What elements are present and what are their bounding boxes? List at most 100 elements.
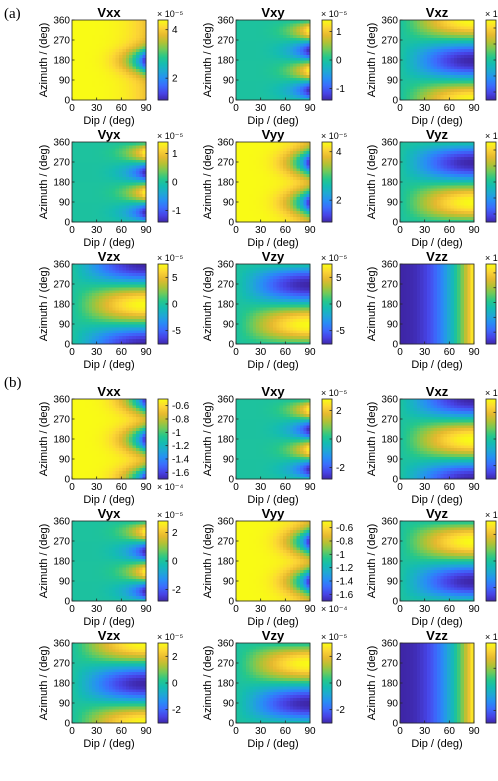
heatmap-cell xyxy=(109,147,113,152)
heatmap-cell xyxy=(102,25,107,30)
heatmap-cell xyxy=(293,159,298,163)
heatmap-cell xyxy=(457,190,462,195)
heatmap-cell xyxy=(410,144,415,149)
heatmap-cell xyxy=(95,315,100,319)
heatmap-cell xyxy=(242,82,247,87)
heatmap-cell xyxy=(95,150,100,155)
heatmap-cell xyxy=(92,204,97,209)
y-tick-label: 270 xyxy=(217,36,234,47)
heatmap-cell xyxy=(132,278,137,282)
heatmap-cell xyxy=(95,318,100,322)
heatmap-cell xyxy=(453,88,458,93)
heatmap-cell xyxy=(433,94,438,98)
heatmap-cell xyxy=(426,216,431,220)
heatmap-cell xyxy=(416,71,421,75)
heatmap-cell xyxy=(403,170,408,175)
heatmap-cell xyxy=(453,219,458,223)
heatmap-cell xyxy=(92,80,97,84)
heatmap-cell xyxy=(142,147,147,152)
heatmap-cell xyxy=(129,68,134,73)
colorbar-segment xyxy=(322,84,332,87)
heatmap-cell xyxy=(129,45,134,50)
heatmap-cell xyxy=(276,34,281,38)
heatmap-cell xyxy=(426,25,431,30)
heatmap-cell xyxy=(85,306,90,311)
heatmap-cell xyxy=(246,68,251,73)
heatmap-cell xyxy=(75,219,80,223)
heatmap-cell xyxy=(283,216,288,220)
heatmap-cell xyxy=(410,187,415,192)
heatmap-cell xyxy=(269,164,274,169)
heatmap-cell xyxy=(262,216,267,220)
heatmap-cell xyxy=(82,286,87,291)
heatmap-cell xyxy=(437,164,441,169)
heatmap-cell xyxy=(85,159,90,163)
heatmap-cell xyxy=(246,341,251,345)
heatmap-cell xyxy=(109,37,113,41)
colorbar-segment xyxy=(322,22,332,25)
heatmap-cell xyxy=(289,65,294,70)
heatmap-cell xyxy=(239,156,244,160)
heatmap-cell xyxy=(256,62,261,67)
heatmap-cell xyxy=(115,329,120,334)
heatmap-cell xyxy=(453,202,458,206)
heatmap-cell xyxy=(463,37,468,41)
heatmap-cell xyxy=(142,202,147,206)
heatmap-cell xyxy=(72,301,76,305)
heatmap-cell xyxy=(453,91,458,95)
heatmap-cell xyxy=(75,173,80,177)
colorbar-segment xyxy=(158,34,168,37)
heatmap-cell xyxy=(82,54,87,58)
heatmap-cell xyxy=(416,88,421,93)
heatmap-cell xyxy=(132,266,137,271)
heatmap-cell xyxy=(88,170,93,175)
heatmap-cell xyxy=(102,284,107,288)
heatmap-cell xyxy=(410,204,415,209)
heatmap-cell xyxy=(410,184,415,189)
heatmap-cell xyxy=(78,51,83,55)
heatmap-cell xyxy=(413,37,418,41)
heatmap-cell xyxy=(249,88,254,93)
heatmap-cell xyxy=(78,74,83,78)
heatmap-cell xyxy=(457,22,462,27)
heatmap-cell xyxy=(430,54,435,58)
heatmap-cell xyxy=(75,332,80,337)
heatmap-cell xyxy=(82,25,87,30)
heatmap-cell xyxy=(437,22,441,27)
heatmap-cell xyxy=(400,94,404,98)
heatmap-cell xyxy=(249,57,254,61)
heatmap-cell xyxy=(269,48,274,53)
heatmap-cell xyxy=(125,85,130,90)
heatmap-cell xyxy=(293,216,298,220)
heatmap-cell xyxy=(416,173,421,177)
heatmap-cell xyxy=(78,182,83,186)
heatmap-cell xyxy=(303,68,308,73)
heatmap-cell xyxy=(72,77,76,81)
heatmap-cell xyxy=(430,94,435,98)
colorbar-segment xyxy=(486,206,496,209)
y-tick-label: 180 xyxy=(53,178,70,189)
heatmap-cell xyxy=(289,170,294,175)
heatmap-cell xyxy=(303,173,308,177)
heatmap-cell xyxy=(406,71,411,75)
heatmap-cell xyxy=(306,94,311,98)
colorbar-segment xyxy=(158,38,168,41)
heatmap-cell xyxy=(306,199,311,203)
heatmap-cell xyxy=(98,213,103,217)
heatmap-cell xyxy=(252,275,257,279)
heatmap-cell xyxy=(420,210,425,215)
heatmap-cell xyxy=(433,57,438,61)
heatmap-cell xyxy=(236,147,240,152)
heatmap-cell xyxy=(98,42,103,47)
heatmap-cell xyxy=(135,278,140,282)
heatmap-cell xyxy=(139,292,144,297)
heatmap-cell xyxy=(242,292,247,297)
heatmap-cell xyxy=(276,219,281,223)
heatmap-cell xyxy=(403,40,408,44)
heatmap-cell xyxy=(112,312,117,317)
heatmap-cell xyxy=(242,306,247,311)
x-tick-label: 0 xyxy=(69,225,75,236)
heatmap-cell xyxy=(242,326,247,331)
heatmap-cell xyxy=(105,324,110,328)
heatmap-cell xyxy=(102,289,107,294)
